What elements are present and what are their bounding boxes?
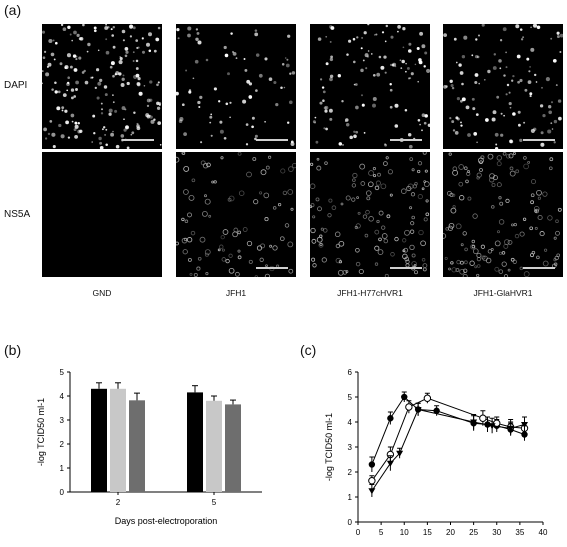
y-tick-label: 1 [348,493,353,502]
data-point [386,460,394,467]
scale-bar [390,267,422,269]
scale-bar [256,267,288,269]
column-label-jfh1-h77chvr1: JFH1-H77cHVR1 [337,288,403,298]
data-point [401,393,408,401]
panel-a-letter: (a) [4,2,22,18]
y-tick-label: 1 [60,464,65,473]
y-tick-label: 5 [60,368,65,377]
data-point [368,488,376,495]
data-point [507,425,515,432]
x-tick-label: 2 [116,498,121,507]
column-label-jfh1: JFH1 [225,288,247,298]
y-tick-label: 3 [348,443,353,452]
row-label-dapi: DAPI [4,80,28,91]
data-point [521,431,528,438]
x-tick-label: 40 [539,528,548,537]
scale-bar [523,267,555,269]
y-tick-label: 4 [348,418,353,427]
micrograph-ns5a-3 [443,152,563,277]
bar [91,388,107,492]
column-label-jfh1-glahvr1: JFH1-GlaHVR1 [473,288,533,298]
y-tick-label: 3 [60,416,65,425]
y-tick-label: 2 [348,468,353,477]
y-tick-label: 2 [60,440,65,449]
column-label-gnd: GND [92,288,112,298]
data-point [405,403,413,411]
y-axis-label: -log TCID50 ml-1 [324,413,334,481]
data-point [423,394,432,402]
micrograph-dapi-2 [310,24,430,149]
panel-c-letter: (c) [300,342,317,358]
panel-b-letter: (b) [4,342,22,358]
data-point [479,414,487,422]
scale-bar [390,139,422,141]
x-tick-label: 15 [423,528,432,537]
x-tick-label: 20 [446,528,455,537]
x-axis-label: Days post-infection [412,544,489,545]
x-tick-label: 5 [212,498,217,507]
y-axis-label: -log TCID50 ml-1 [36,398,46,466]
data-point [470,419,478,426]
x-tick-label: 10 [400,528,409,537]
data-point [433,407,440,414]
micrograph-dapi-1 [176,24,296,149]
x-tick-label: 5 [379,528,384,537]
data-point [414,407,422,413]
y-tick-label: 6 [348,368,353,377]
scale-bar [122,139,154,141]
micrograph-ns5a-1 [176,152,296,277]
y-tick-label: 4 [60,392,65,401]
bar [225,404,241,492]
line-chart-c: 0 1 2 3 4 5 6 0 5 10 15 20 25 30 35 40 Days post-infecti… [324,368,548,545]
data-point [368,461,376,468]
x-tick-label: 30 [492,528,501,537]
scale-bar [523,139,555,141]
series-line [371,396,525,465]
series-line [371,408,525,492]
micrograph-ns5a-0 [42,152,162,277]
x-tick-label: 0 [356,528,361,537]
micrograph-dapi-0 [42,24,162,149]
bar-chart-b: 0 1 2 3 4 5 2 5 Days post-electroporation -log TC… [36,368,262,526]
bar [129,400,145,492]
data-point [396,450,404,457]
data-point [387,415,394,422]
series-line [371,397,525,482]
x-tick-label: 25 [469,528,478,537]
micrograph-dapi-3 [443,24,563,149]
x-tick-label: 35 [515,528,524,537]
data-point [368,477,376,485]
scale-bar [256,139,288,141]
bar [110,388,126,492]
data-point [488,423,496,430]
x-axis-label: Days post-electroporation [115,516,218,526]
bar [187,392,203,492]
row-label-ns5a: NS5A [4,209,31,220]
y-tick-label: 0 [60,488,65,497]
y-tick-label: 5 [348,393,353,402]
data-point [521,422,528,428]
micrograph-ns5a-2 [310,152,430,277]
bar [206,400,222,492]
y-tick-label: 0 [348,518,353,527]
